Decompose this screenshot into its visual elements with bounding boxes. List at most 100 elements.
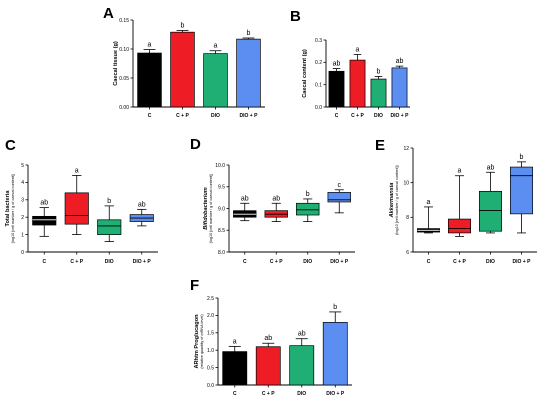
significance-letter: ab [40,200,48,207]
bar [203,53,228,108]
y-axis-sublabel: (log10 [cell number / g of caecal conten… [209,173,213,243]
y-tick-label: 0.5 [207,365,214,371]
y-tick-label: 8.5 [218,228,225,234]
x-tick-label: DIO + P [330,259,349,265]
x-tick-label: C [427,259,431,265]
y-tick-label: 10 [403,180,409,186]
y-tick-label: 0.15 [119,18,129,24]
x-tick-label: DIO + P [513,259,532,265]
panel-d: D Bifidobacterium (log10 [cell number / g … [190,136,355,265]
x-tick-label: C [42,259,46,265]
bar [255,346,281,386]
box [32,215,57,226]
significance-letter: ab [487,164,495,171]
y-axis-sublabel: (log10 [cell number / g of caecal conten… [395,164,399,234]
x-tick-label: DIO [297,391,306,397]
y-tick-label: 1.5 [207,331,214,337]
y-tick-label: 0.10 [119,47,129,53]
bar [328,70,345,108]
bar [391,67,408,108]
box [478,190,503,232]
bar [222,351,248,386]
significance-letter: ab [272,195,280,202]
significance-letter: ab [264,335,272,342]
y-axis-sublabel: (relative quantity of mRNA level) [200,314,204,369]
x-tick-label: DIO [211,113,220,119]
x-tick-label: C [233,391,237,397]
x-tick-label: DIO + P [240,113,259,119]
y-axis-label: Akkermansia [389,183,395,219]
y-axis-label: Bifidobacterium [203,187,209,230]
x-tick-label: DIO [374,113,383,119]
significance-letter: b [247,30,251,37]
significance-letter: b [333,304,337,311]
significance-letter: ab [241,195,249,202]
y-tick-label: 1 [21,232,24,238]
y-tick-label: 0.2 [315,60,322,66]
significance-letter: c [338,182,342,189]
y-tick-label: 1.0 [207,348,214,354]
box [327,192,351,203]
x-tick-label: DIO + P [326,391,345,397]
x-tick-label: C [335,113,339,119]
x-tick-label: DIO + P [133,259,152,265]
significance-letter: b [306,191,310,198]
y-tick-label: 9.0 [218,206,225,212]
y-tick-label: 0.1 [315,82,322,88]
y-tick-label: 9.5 [218,185,225,191]
significance-letter: a [148,42,152,49]
panel-label: C [5,137,16,154]
y-tick-label: 0.00 [119,105,129,111]
significance-letter: ab [333,61,341,68]
y-tick-label: 8.0 [218,250,225,256]
bar [236,38,261,108]
significance-letter: b [107,198,111,205]
significance-letter: a [427,199,431,206]
x-tick-label: C + P [262,391,275,397]
box [509,166,534,215]
x-tick-label: DIO [486,259,495,265]
x-tick-label: DIO [303,259,312,265]
panel-label: B [290,8,301,25]
box [97,219,122,235]
y-tick-label: 8 [406,215,409,221]
bar [137,52,162,108]
x-tick-label: C + P [70,259,83,265]
bar [170,31,195,108]
box [64,192,89,225]
y-tick-label: 5 [21,163,24,169]
x-tick-label: DIO + P [391,113,410,119]
y-tick-label: 2 [21,215,24,221]
panel-f: F ARhtm Proglucagon (relative quantity of … [190,277,352,397]
y-axis-sublabel: (log10 [cell number / g of caecal conten… [11,173,15,243]
y-tick-label: 4 [21,180,24,186]
y-tick-label: 0.3 [315,38,322,44]
x-tick-label: C + P [176,113,189,119]
y-axis-label: Caecal content (g) [302,49,308,98]
significance-letter: b [520,154,524,161]
significance-letter: ab [298,331,306,338]
y-tick-label: 2.0 [207,313,214,319]
significance-letter: a [233,338,237,345]
y-tick-label: 0.0 [315,105,322,111]
x-tick-label: C [148,113,152,119]
y-tick-label: 0 [21,250,24,256]
panel-label: E [375,137,385,154]
y-axis-label: Caecal tissue (g) [113,41,119,86]
panel-c: C Total bacteria (log10 [cell number / g o… [5,137,158,265]
significance-letter: a [458,168,462,175]
panel-label: F [190,277,199,294]
x-tick-label: C + P [453,259,466,265]
box [447,218,472,234]
box [296,202,320,216]
significance-letter: ab [396,58,404,65]
y-tick-label: 10.0 [215,163,225,169]
panel-a: A Caecal tissue (g) 0.00 0.05 0.10 0.15 C C + P… [103,5,265,119]
x-tick-label: C + P [351,113,364,119]
significance-letter: a [356,47,360,54]
y-axis-label: ARhtm Proglucagon [194,314,200,369]
x-tick-label: DIO [105,259,114,265]
panel-b: B Caecal content (g) 0.0 0.1 0.2 0.3 C C + P DIO… [290,8,410,119]
significance-letter: ab [138,201,146,208]
